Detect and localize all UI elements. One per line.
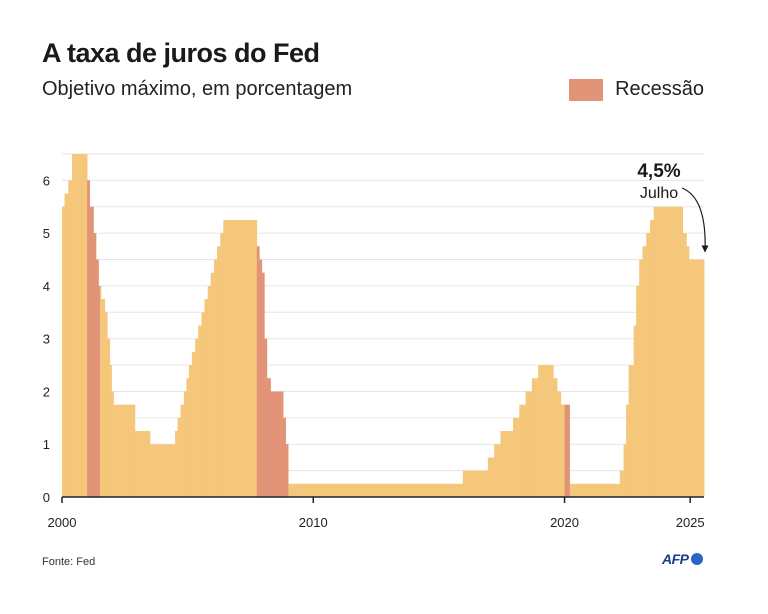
rate-step-bar <box>649 219 655 497</box>
rate-step-bar <box>642 246 647 497</box>
x-tick-label: 2010 <box>299 515 328 530</box>
rate-step-bar <box>191 351 196 497</box>
rate-step-bar <box>201 312 205 497</box>
recession-bar <box>564 404 570 497</box>
rate-step-bar <box>688 259 705 497</box>
recession-bars <box>87 180 570 497</box>
rate-step-bar <box>195 338 199 497</box>
rate-step-bar <box>207 285 212 497</box>
rate-step-bar <box>633 325 637 497</box>
rate-step-bar <box>62 206 65 497</box>
rate-step-bar <box>639 259 643 497</box>
y-tick-label: 0 <box>43 490 50 505</box>
rate-step-bar <box>462 470 489 497</box>
x-tick-label: 2020 <box>550 515 579 530</box>
rate-step-bar <box>513 417 520 497</box>
logo-dot-icon <box>690 553 703 565</box>
legend: Recessão <box>569 78 704 101</box>
afp-logo: AFP <box>662 551 703 567</box>
rate-step-bar <box>636 285 640 497</box>
rate-step-bar <box>72 154 88 497</box>
rate-step-bar <box>557 391 562 497</box>
rate-step-bar <box>68 180 73 497</box>
source-note: Fonte: Fed <box>42 556 96 568</box>
rate-step-bar <box>183 391 187 497</box>
rate-step-bar <box>686 246 690 497</box>
recession-bar <box>259 259 263 497</box>
rate-step-bar <box>626 404 630 497</box>
y-tick-label: 4 <box>43 279 50 294</box>
rate-step-bar <box>188 365 193 497</box>
rate-step-bar <box>177 417 182 497</box>
recession-bar <box>93 233 97 497</box>
recession-bar <box>256 246 260 497</box>
rate-step-bar <box>175 431 178 497</box>
rate-step-bar <box>619 470 624 497</box>
y-tick-label: 1 <box>43 437 50 452</box>
axes: 0 1 2 3 4 5 6 2000 2010 2020 2025 <box>43 173 705 530</box>
rate-step-bar <box>180 404 185 497</box>
y-tick-label: 6 <box>43 173 50 188</box>
recession-bar <box>98 285 100 497</box>
rate-step-bar <box>107 338 111 497</box>
x-tick-label: 2000 <box>48 515 77 530</box>
rate-step-bar <box>100 299 106 497</box>
rate-step-bar <box>646 233 651 497</box>
rate-step-bar <box>64 193 69 498</box>
annotation-arrow-line <box>681 187 706 252</box>
rate-step-bar <box>525 391 533 497</box>
rate-step-bar <box>569 483 621 497</box>
rate-step-bar <box>220 233 224 497</box>
rate-step-bar <box>111 391 114 497</box>
rate-step-bar <box>210 272 215 497</box>
rate-step-bar <box>149 444 176 497</box>
rate-step-bar <box>217 246 221 497</box>
rate-step-bar <box>288 483 464 497</box>
rate-step-bar <box>519 404 526 497</box>
rate-step-bar <box>653 206 684 497</box>
rate-step-bar <box>553 378 558 497</box>
rate-step-bar <box>494 444 501 497</box>
recession-bar <box>89 206 94 497</box>
recession-bar <box>285 444 289 497</box>
recession-bar <box>95 259 99 497</box>
rate-step-bar <box>134 431 151 497</box>
legend-label-recession: Recessão <box>615 78 704 100</box>
logo-text: AFP <box>662 551 689 567</box>
recession-bar <box>270 391 284 497</box>
rate-step-bar <box>538 365 554 497</box>
rate-step-bar <box>186 378 190 497</box>
rate-step-bar <box>113 404 136 497</box>
rate-step-bar <box>500 431 514 497</box>
recession-bar <box>261 272 265 497</box>
rate-step-bar <box>682 233 687 497</box>
legend-swatch-recession <box>569 78 604 101</box>
rate-step-bar <box>104 312 108 497</box>
rate-step-bar <box>628 365 635 497</box>
rate-step-bar <box>487 457 495 497</box>
rate-step-bar <box>109 365 112 497</box>
recession-bar <box>266 378 271 497</box>
chart-subtitle: Objetivo máximo, em porcentagem <box>42 78 353 100</box>
recession-bar <box>87 180 90 497</box>
y-tick-label: 5 <box>43 226 50 241</box>
rate-bars <box>62 154 705 498</box>
y-tick-label: 3 <box>43 332 50 347</box>
rate-step-bar <box>531 378 539 497</box>
rate-step-bar <box>198 325 202 497</box>
annotation-arrow-head <box>701 245 709 253</box>
rate-step-bar <box>623 444 627 497</box>
rate-step-bar <box>223 219 258 497</box>
recession-bar <box>283 417 286 497</box>
rate-step-bar <box>204 299 209 497</box>
annotation: 4,5% Julho <box>637 161 709 253</box>
annotation-value: 4,5% <box>637 161 680 182</box>
chart-title: A taxa de juros do Fed <box>42 38 320 68</box>
recession-bar <box>264 338 268 497</box>
y-tick-label: 2 <box>43 384 50 399</box>
x-tick-label: 2025 <box>676 515 705 530</box>
rate-step-bar <box>214 259 218 497</box>
annotation-label: Julho <box>640 185 678 202</box>
